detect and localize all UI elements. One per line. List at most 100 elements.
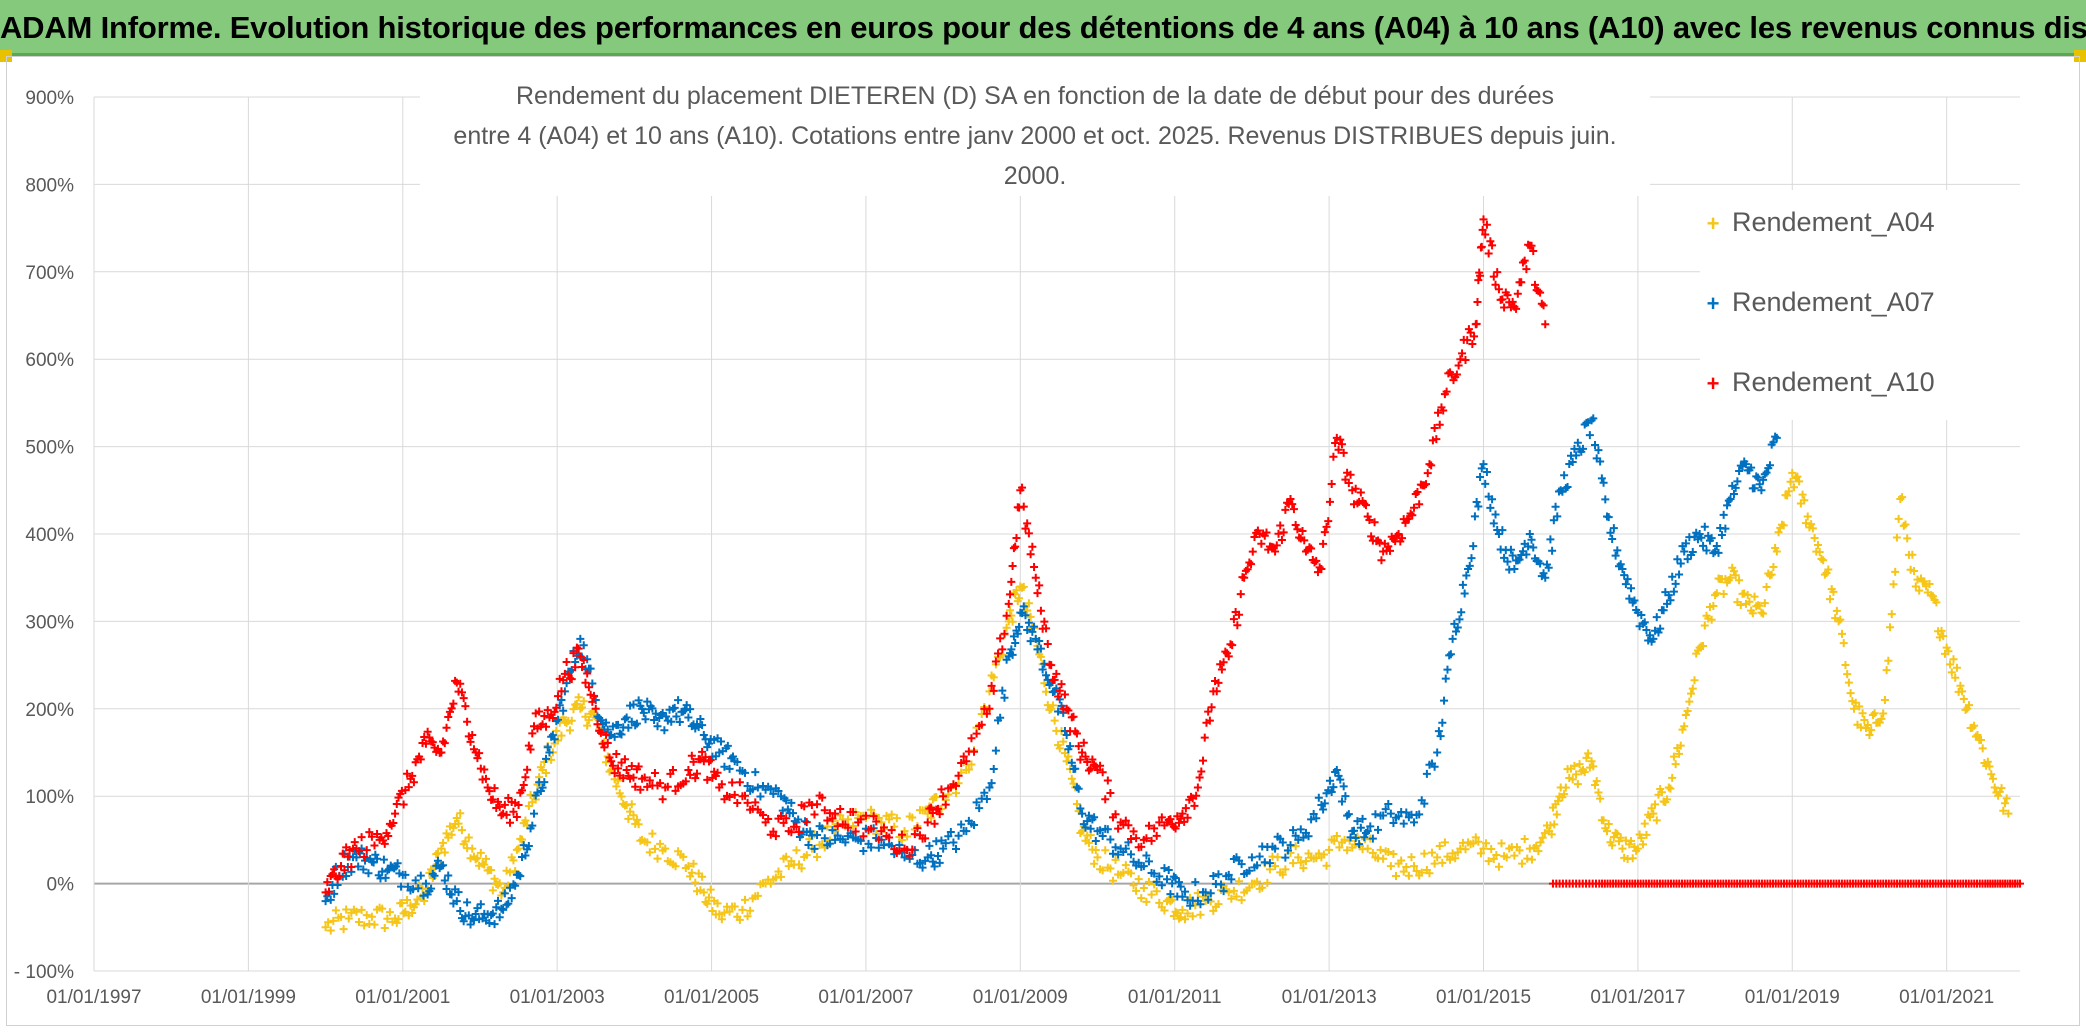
data-point	[603, 739, 612, 748]
data-point	[1057, 680, 1066, 689]
data-point	[463, 898, 472, 907]
data-point	[1229, 886, 1238, 895]
data-point	[1832, 606, 1841, 615]
data-point	[600, 743, 609, 752]
x-tick-label: 01/01/2007	[818, 987, 913, 1008]
data-point	[1015, 622, 1024, 631]
data-point	[908, 845, 917, 854]
data-point	[344, 914, 353, 923]
data-point	[404, 783, 413, 792]
data-point	[684, 862, 693, 871]
data-point	[1468, 340, 1477, 349]
data-point	[1150, 824, 1159, 833]
data-point	[495, 802, 504, 811]
data-point	[1964, 701, 1973, 710]
data-point	[681, 777, 690, 786]
data-point	[1320, 528, 1329, 537]
data-point	[1157, 813, 1166, 822]
x-tick-label: 01/01/1999	[201, 987, 296, 1008]
data-point	[1062, 757, 1071, 766]
data-point	[1188, 912, 1197, 921]
data-point	[1952, 663, 1961, 672]
data-point	[1363, 844, 1372, 853]
data-point	[1731, 483, 1740, 492]
data-point	[1947, 668, 1956, 677]
data-point	[1042, 687, 1051, 696]
data-point	[1547, 830, 1556, 839]
data-point	[792, 846, 801, 855]
data-point	[512, 845, 521, 854]
data-point	[1889, 580, 1898, 589]
data-point	[1281, 865, 1290, 874]
data-point	[1289, 505, 1298, 514]
data-point	[730, 902, 739, 911]
data-point	[397, 882, 406, 891]
data-point	[1337, 440, 1346, 449]
data-point	[748, 785, 757, 794]
data-point	[1204, 895, 1213, 904]
data-point	[1448, 634, 1457, 643]
data-point	[1026, 612, 1035, 621]
data-point	[1018, 483, 1027, 492]
data-point	[1892, 533, 1901, 542]
data-point	[1482, 220, 1491, 229]
data-point	[1522, 265, 1531, 274]
data-point	[1067, 774, 1076, 783]
data-point	[982, 794, 991, 803]
data-point	[1036, 606, 1045, 615]
data-point	[895, 846, 904, 855]
data-point	[1675, 749, 1684, 758]
data-point	[1604, 513, 1613, 522]
data-point	[1160, 864, 1169, 873]
data-point	[338, 849, 347, 858]
data-point	[1438, 858, 1447, 867]
data-point	[1093, 765, 1102, 774]
data-point	[364, 869, 373, 878]
data-point	[645, 848, 654, 857]
data-point	[519, 781, 528, 790]
y-tick-label: 500%	[25, 438, 74, 459]
data-point	[636, 785, 645, 794]
data-point	[1294, 835, 1303, 844]
data-point	[1332, 765, 1341, 774]
data-point	[1882, 666, 1891, 675]
data-point	[1227, 894, 1236, 903]
data-point	[985, 704, 994, 713]
data-point	[1503, 557, 1512, 566]
data-point	[1415, 810, 1424, 819]
data-point	[1642, 830, 1651, 839]
data-point	[743, 912, 752, 921]
data-point	[987, 779, 996, 788]
data-point	[1772, 433, 1781, 442]
data-point	[713, 899, 722, 908]
data-point	[1440, 838, 1449, 847]
data-point	[704, 893, 713, 902]
data-point	[1219, 658, 1228, 667]
data-point	[1040, 617, 1049, 626]
data-point	[1560, 790, 1569, 799]
data-point	[488, 886, 497, 895]
data-point	[1312, 556, 1321, 565]
data-point	[1304, 849, 1313, 858]
data-point	[927, 813, 936, 822]
data-point	[1517, 278, 1526, 287]
data-point	[1341, 792, 1350, 801]
data-point	[331, 906, 340, 915]
series-rendement-a07	[321, 414, 1781, 929]
data-point	[383, 914, 392, 923]
data-point	[409, 778, 418, 787]
data-point	[584, 716, 593, 725]
data-point	[1279, 528, 1288, 537]
data-point	[1325, 497, 1334, 506]
data-point	[1802, 519, 1810, 528]
data-point	[998, 686, 1007, 695]
data-point	[867, 843, 876, 852]
data-point	[717, 915, 726, 924]
data-point	[1245, 558, 1254, 567]
data-point	[1134, 875, 1143, 884]
data-point	[1091, 845, 1100, 854]
data-point	[927, 803, 936, 812]
data-point	[1180, 817, 1189, 826]
data-point	[1508, 297, 1517, 306]
data-point	[1592, 777, 1601, 786]
